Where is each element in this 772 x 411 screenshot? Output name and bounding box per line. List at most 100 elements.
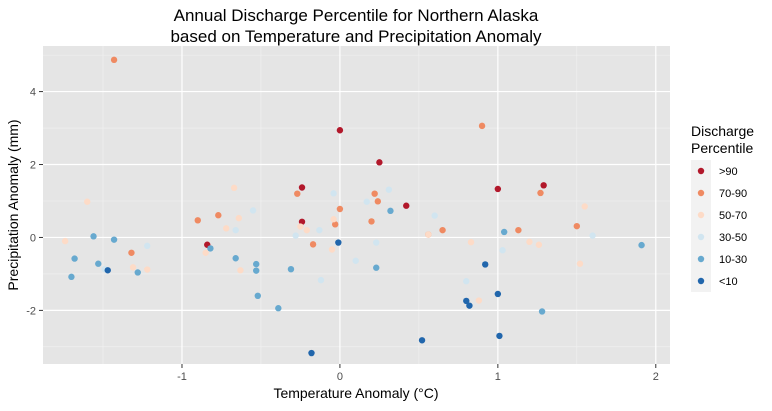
- data-points: [61, 56, 645, 357]
- data-point: [110, 236, 118, 243]
- x-axis: -1 0 1 2: [177, 364, 659, 383]
- data-point: [515, 226, 522, 234]
- data-point: [129, 264, 137, 271]
- data-point: [538, 308, 546, 315]
- data-point: [253, 267, 260, 274]
- data-point: [371, 190, 378, 197]
- data-point: [249, 207, 257, 214]
- legend-entry-label: >90: [719, 166, 738, 178]
- data-point: [463, 278, 470, 285]
- y-tick-label: 0: [30, 232, 36, 244]
- data-point: [330, 190, 337, 197]
- legend-key-swatch: [697, 277, 705, 285]
- x-tick-label: -1: [177, 371, 187, 383]
- legend-key-swatch: [697, 255, 705, 263]
- y-axis-label: Precipitation Anomaly (mm): [5, 119, 21, 290]
- data-point: [589, 232, 596, 239]
- data-point: [500, 228, 508, 236]
- data-point: [335, 239, 342, 246]
- data-point: [297, 223, 304, 230]
- data-point: [316, 226, 323, 234]
- data-point: [104, 267, 111, 274]
- data-point: [331, 221, 339, 228]
- x-tick-label: 2: [653, 371, 659, 383]
- data-point: [223, 225, 230, 232]
- data-point: [463, 297, 470, 305]
- data-point: [287, 265, 295, 273]
- data-point: [144, 242, 151, 250]
- data-point: [368, 218, 375, 225]
- data-point: [496, 332, 503, 340]
- data-point: [144, 266, 151, 273]
- data-point: [309, 241, 317, 248]
- data-point: [403, 202, 410, 209]
- data-point: [134, 269, 141, 276]
- data-point: [418, 337, 426, 344]
- legend-entry-label: 50-70: [719, 210, 747, 222]
- data-point: [317, 276, 325, 284]
- data-point: [298, 184, 306, 191]
- data-point: [254, 292, 261, 300]
- x-axis-label: Temperature Anomaly (°C): [273, 385, 438, 401]
- x-tick-label: 1: [495, 371, 501, 383]
- data-point: [385, 186, 393, 193]
- data-point: [90, 233, 97, 240]
- legend-key-swatch: [697, 189, 705, 197]
- data-point: [475, 297, 483, 304]
- data-point: [387, 207, 394, 215]
- data-point: [576, 260, 584, 267]
- chart-title-line1: Annual Discharge Percentile for Northern…: [174, 6, 539, 25]
- data-point: [467, 238, 475, 246]
- data-point: [431, 212, 438, 219]
- plot-panel: [43, 46, 670, 364]
- y-tick-label: 2: [30, 160, 36, 172]
- data-point: [232, 226, 239, 234]
- legend-key-swatch: [697, 211, 705, 219]
- data-point: [478, 122, 486, 130]
- data-point: [235, 214, 243, 222]
- legend-entry-label: 30-50: [719, 232, 747, 244]
- data-point: [194, 217, 201, 224]
- y-tick-label: 4: [30, 87, 36, 99]
- data-point: [373, 239, 380, 246]
- data-point: [308, 349, 315, 357]
- data-point: [303, 226, 310, 234]
- data-point: [110, 56, 118, 64]
- data-point: [128, 249, 135, 256]
- data-point: [292, 232, 299, 239]
- data-point: [294, 190, 301, 197]
- data-point: [84, 198, 91, 205]
- chart-title-line2: based on Temperature and Precipitation A…: [170, 27, 542, 46]
- data-point: [573, 222, 581, 230]
- data-point: [275, 305, 282, 312]
- legend-entry-label: 70-90: [719, 188, 747, 200]
- legend: Discharge Percentile >90 70-90 50-70 30-50 1…: [691, 123, 754, 292]
- data-point: [330, 216, 337, 223]
- legend-title-line1: Discharge: [691, 123, 754, 139]
- data-point: [61, 237, 69, 245]
- data-point: [581, 203, 588, 210]
- data-point: [482, 261, 489, 268]
- y-tick-label: -2: [26, 305, 36, 317]
- data-point: [373, 264, 380, 271]
- data-point: [352, 257, 359, 264]
- legend-entry-label: 10-30: [719, 254, 747, 266]
- data-point: [215, 212, 222, 219]
- data-point: [336, 205, 344, 213]
- data-point: [494, 185, 502, 193]
- data-point: [425, 231, 432, 238]
- data-point: [202, 249, 209, 256]
- y-axis: -2 0 2 4: [26, 87, 43, 317]
- data-point: [363, 198, 370, 205]
- data-point: [540, 182, 547, 189]
- data-point: [494, 290, 502, 298]
- legend-key-swatch: [697, 167, 705, 175]
- data-point: [95, 260, 102, 267]
- legend-entry-label: <10: [719, 276, 738, 288]
- legend-title-line2: Percentile: [691, 140, 753, 156]
- data-point: [466, 302, 473, 309]
- legend-key-swatch: [697, 233, 705, 241]
- data-point: [71, 255, 78, 262]
- data-point: [230, 184, 238, 192]
